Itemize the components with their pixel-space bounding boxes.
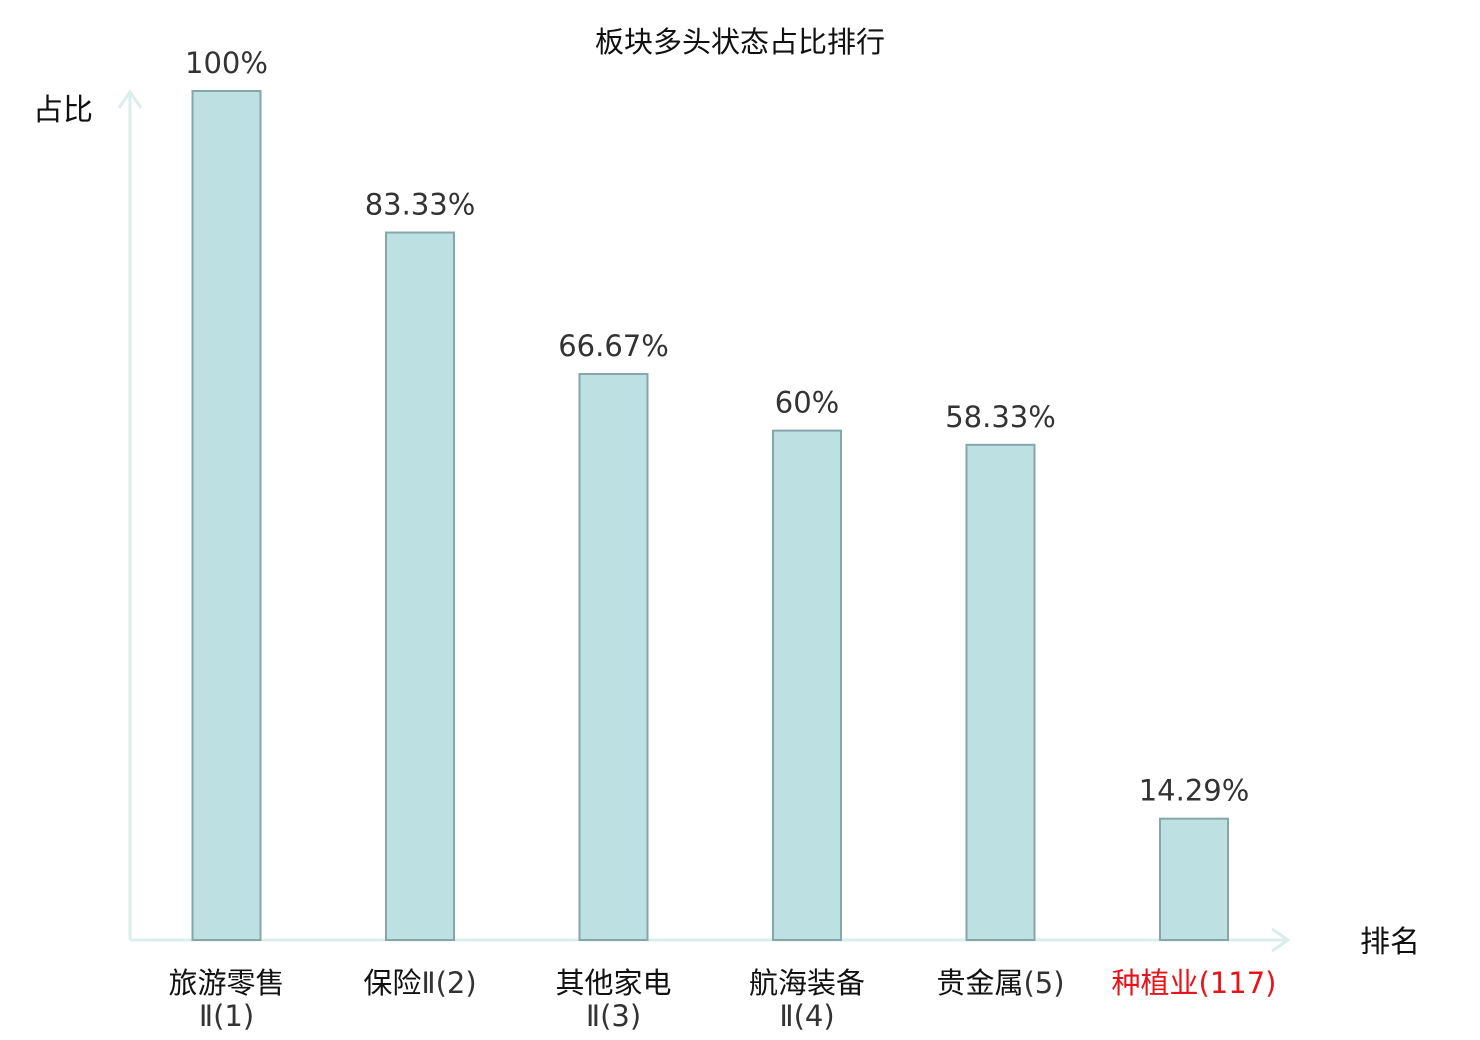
category-name: 种植业 — [1112, 966, 1199, 1000]
bar — [1159, 817, 1229, 942]
bar — [772, 429, 842, 941]
category-name: 保险 — [363, 966, 421, 1000]
category-rank: Ⅱ(4) — [779, 999, 834, 1033]
category-rank: (117) — [1199, 966, 1277, 1000]
category-label: 其他家电 Ⅱ(3) — [555, 966, 671, 1033]
value-label: 14.29% — [1139, 774, 1250, 808]
category-name: 航海装备 — [749, 966, 865, 1000]
value-labels-group: 100% 83.33% 66.67% 60% 58.33% 14.29% — [185, 46, 1249, 808]
category-rank: Ⅱ(1) — [199, 999, 254, 1033]
category-name: 其他家电 — [555, 966, 671, 1000]
value-label: 83.33% — [365, 188, 476, 222]
x-axis-label: 排名 — [1360, 925, 1420, 960]
category-label: 保险Ⅱ(2) — [363, 966, 476, 1000]
chart-title: 板块多头状态占比排行 — [595, 25, 885, 59]
x-axis — [130, 927, 1291, 953]
y-axis — [117, 89, 143, 940]
category-label: 航海装备 Ⅱ(4) — [749, 966, 865, 1033]
value-label: 58.33% — [945, 400, 1056, 434]
bars-group — [191, 90, 1229, 942]
value-label: 100% — [185, 46, 268, 80]
category-name: 贵金属 — [936, 966, 1023, 1000]
category-label: 种植业(117) — [1112, 966, 1277, 1000]
value-label: 66.67% — [558, 329, 669, 363]
bar — [965, 443, 1036, 941]
category-name: 旅游零售 — [168, 966, 284, 1000]
category-labels-group: 旅游零售 Ⅱ(1)保险Ⅱ(2) 其他家电 Ⅱ(3)航海装备 Ⅱ(4)贵金属(5) 种植业(… — [168, 966, 1276, 1033]
category-rank: Ⅱ(3) — [586, 999, 641, 1033]
category-rank: Ⅱ(2) — [421, 966, 476, 1000]
y-axis-label: 占比 — [33, 93, 93, 128]
value-label: 60% — [775, 386, 839, 420]
category-label: 贵金属(5) — [936, 966, 1064, 1000]
category-rank: (5) — [1023, 966, 1064, 1000]
category-label: 旅游零售 Ⅱ(1) — [168, 966, 284, 1033]
bar — [191, 90, 262, 941]
bar — [385, 231, 455, 941]
bar — [578, 372, 649, 942]
